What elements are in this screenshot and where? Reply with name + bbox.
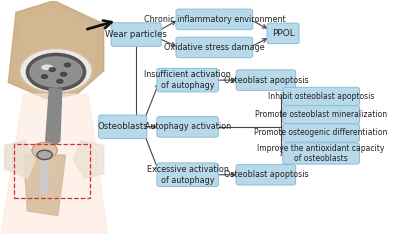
FancyBboxPatch shape [267,23,299,44]
Text: Osteoblast apoptosis: Osteoblast apoptosis [224,76,308,85]
Circle shape [42,75,48,78]
FancyBboxPatch shape [283,87,360,106]
Polygon shape [1,94,108,234]
Text: Chronic inflammatory environment: Chronic inflammatory environment [144,15,285,24]
Ellipse shape [42,65,52,69]
Circle shape [37,150,52,160]
FancyBboxPatch shape [157,117,218,137]
Polygon shape [24,155,66,216]
Text: Inhibit osteoblast apoptosis: Inhibit osteoblast apoptosis [268,92,374,101]
Ellipse shape [26,56,86,88]
Circle shape [32,142,57,158]
Text: Insufficient activation
of autophagy: Insufficient activation of autophagy [144,70,231,90]
Circle shape [28,55,85,90]
FancyBboxPatch shape [283,143,360,164]
Circle shape [57,79,63,83]
Text: Promote osteogenic differentiation: Promote osteogenic differentiation [254,128,388,137]
Polygon shape [46,88,62,145]
Polygon shape [8,1,104,99]
Polygon shape [73,141,104,178]
Text: Promote osteoblast mineralization: Promote osteoblast mineralization [255,110,387,119]
FancyBboxPatch shape [283,124,360,142]
Polygon shape [40,155,48,195]
FancyBboxPatch shape [176,37,253,58]
FancyBboxPatch shape [111,23,161,46]
FancyBboxPatch shape [236,70,296,90]
Text: Osteoblast apoptosis: Osteoblast apoptosis [224,170,308,179]
FancyBboxPatch shape [236,164,296,185]
Polygon shape [4,141,35,178]
Polygon shape [16,8,96,92]
FancyBboxPatch shape [157,163,218,187]
Text: Improve the antioxidant capacity
of osteoblasts: Improve the antioxidant capacity of oste… [258,144,385,163]
Circle shape [49,68,55,71]
Text: Wear particles: Wear particles [105,30,167,39]
Circle shape [64,63,70,67]
FancyBboxPatch shape [283,106,360,124]
FancyBboxPatch shape [157,68,218,92]
Text: Excessive activation
of autophagy: Excessive activation of autophagy [147,165,228,185]
Text: Oxidative stress damage: Oxidative stress damage [164,43,265,52]
Text: Osteoblasts: Osteoblasts [98,122,148,131]
Text: Autophagy activation: Autophagy activation [144,122,231,131]
Circle shape [60,72,67,76]
FancyBboxPatch shape [99,115,147,139]
Circle shape [20,49,92,93]
Text: PPOL: PPOL [272,29,294,38]
FancyBboxPatch shape [176,9,253,30]
